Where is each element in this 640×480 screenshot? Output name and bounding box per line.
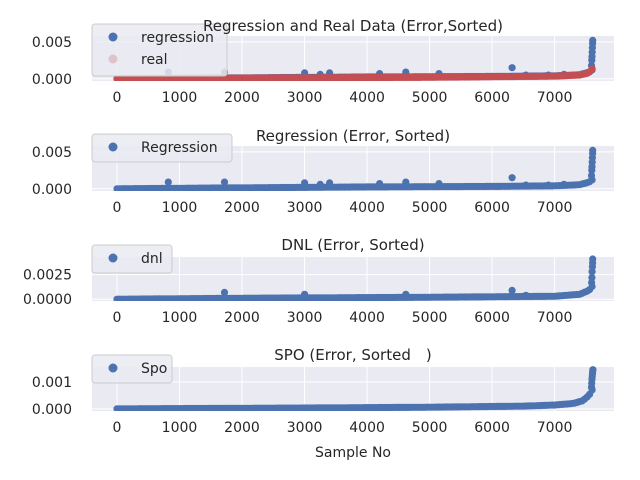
- data-point: [589, 36, 597, 45]
- data-point: [402, 178, 410, 186]
- x-tick-label: 7000: [537, 200, 573, 216]
- x-tick-label: 0: [113, 200, 122, 216]
- legend-label: Regression: [141, 140, 218, 156]
- data-point: [316, 180, 324, 188]
- legend: [91, 354, 173, 384]
- x-tick-label: 2000: [224, 420, 260, 436]
- y-tick-label: 0.005: [32, 145, 72, 161]
- data-point: [508, 286, 516, 294]
- x-tick-label: 1000: [162, 200, 198, 216]
- y-tick-label: 0.000: [32, 182, 72, 198]
- y-tick-label: 0.005: [32, 35, 72, 51]
- legend-marker: [108, 32, 118, 42]
- chart-title: DNL (Error, Sorted): [281, 236, 424, 254]
- x-tick-label: 2000: [224, 90, 260, 106]
- x-tick-label: 5000: [412, 420, 448, 436]
- x-tick-label: 7000: [537, 420, 573, 436]
- x-tick-label: 6000: [474, 420, 510, 436]
- data-point: [326, 179, 334, 187]
- x-tick-label: 2000: [224, 200, 260, 216]
- legend-marker: [108, 54, 118, 64]
- x-tick-label: 5000: [412, 200, 448, 216]
- y-tick-label: 0.000: [32, 402, 72, 418]
- legend-label: real: [141, 52, 168, 68]
- legend-label: regression: [141, 30, 214, 46]
- data-point: [508, 64, 516, 72]
- panel-4: 0 1000 2000 3000 4000 5000 6000 7000 0.000 0.001 S…: [32, 346, 614, 436]
- legend-marker: [108, 142, 118, 152]
- y-tick-label: 0.0000: [23, 292, 72, 308]
- x-tick-label: 4000: [349, 420, 385, 436]
- x-tick-label: 1000: [162, 310, 198, 326]
- data-point: [301, 290, 309, 298]
- data-point: [402, 290, 410, 298]
- series-regression: [113, 146, 597, 191]
- y-tick-label: 0.0025: [23, 268, 72, 284]
- data-point: [589, 255, 597, 263]
- legend: [91, 133, 233, 163]
- data-point: [588, 274, 596, 282]
- data-point: [589, 366, 597, 374]
- x-tick-label: 6000: [474, 200, 510, 216]
- chart-title: Regression and Real Data (Error,Sorted): [203, 17, 503, 35]
- data-point: [164, 178, 172, 186]
- data-point: [435, 180, 443, 188]
- data-point: [544, 181, 553, 189]
- x-tick-label: 1000: [162, 90, 198, 106]
- legend-marker: [108, 363, 118, 373]
- x-tick-label: 4000: [349, 310, 385, 326]
- data-point: [587, 171, 596, 180]
- data-point: [589, 146, 597, 154]
- legend: [91, 23, 228, 77]
- chart-title: Regression (Error, Sorted): [256, 127, 450, 145]
- data-point: [560, 180, 568, 188]
- x-tick-label: 5000: [412, 310, 448, 326]
- data-point: [376, 180, 384, 188]
- x-tick-label: 0: [113, 90, 122, 106]
- x-tick-label: 6000: [474, 310, 510, 326]
- legend-marker: [108, 253, 118, 263]
- panel-2: 0 1000 2000 3000 4000 5000 6000 7000 0.000 0.005 R…: [32, 127, 614, 216]
- data-point: [508, 174, 516, 182]
- x-tick-label: 3000: [287, 310, 323, 326]
- panel-3: 0 1000 2000 3000 4000 5000 6000 7000 0.0000 0.002…: [23, 236, 614, 326]
- x-tick-label: 3000: [287, 200, 323, 216]
- data-point: [301, 179, 309, 187]
- x-tick-label: 7000: [537, 310, 573, 326]
- data-point: [220, 288, 229, 296]
- series-spo: [113, 366, 597, 411]
- series-dnl: [113, 255, 597, 301]
- x-tick-label: 2000: [224, 310, 260, 326]
- legend: [91, 244, 173, 274]
- x-tick-label: 4000: [349, 90, 385, 106]
- x-tick-label: 5000: [412, 90, 448, 106]
- y-tick-label: 0.001: [32, 375, 72, 391]
- x-tick-label: 7000: [537, 90, 573, 106]
- x-tick-label: 3000: [287, 420, 323, 436]
- x-tick-label: 0: [113, 420, 122, 436]
- x-axis-label: Sample No: [315, 445, 391, 461]
- legend-label: dnl: [141, 251, 163, 267]
- data-point: [220, 178, 229, 186]
- x-tick-label: 1000: [162, 420, 198, 436]
- chart-title: SPO (Error, Sorted ): [274, 346, 431, 364]
- data-point: [522, 181, 530, 189]
- data-point: [588, 64, 596, 73]
- x-tick-label: 4000: [349, 200, 385, 216]
- x-tick-label: 3000: [287, 90, 323, 106]
- y-tick-label: 0.000: [32, 72, 72, 88]
- x-tick-label: 0: [113, 310, 122, 326]
- data-point: [522, 291, 530, 299]
- legend-label: Spo: [141, 361, 167, 377]
- panel-1: 0 1000 2000 3000 4000 5000 6000 7000 0.000 0.005 r…: [32, 17, 614, 106]
- x-tick-label: 6000: [474, 90, 510, 106]
